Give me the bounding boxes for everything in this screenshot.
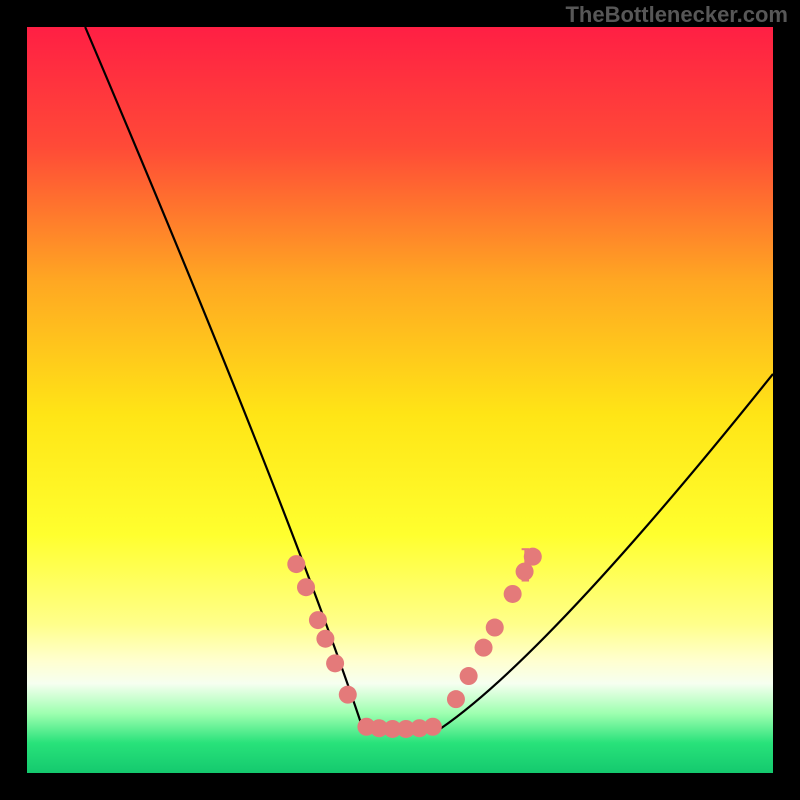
chart-frame: TheBottlenecker.com <box>0 0 800 800</box>
plot-area <box>27 27 773 773</box>
watermark-text: TheBottlenecker.com <box>565 2 788 28</box>
